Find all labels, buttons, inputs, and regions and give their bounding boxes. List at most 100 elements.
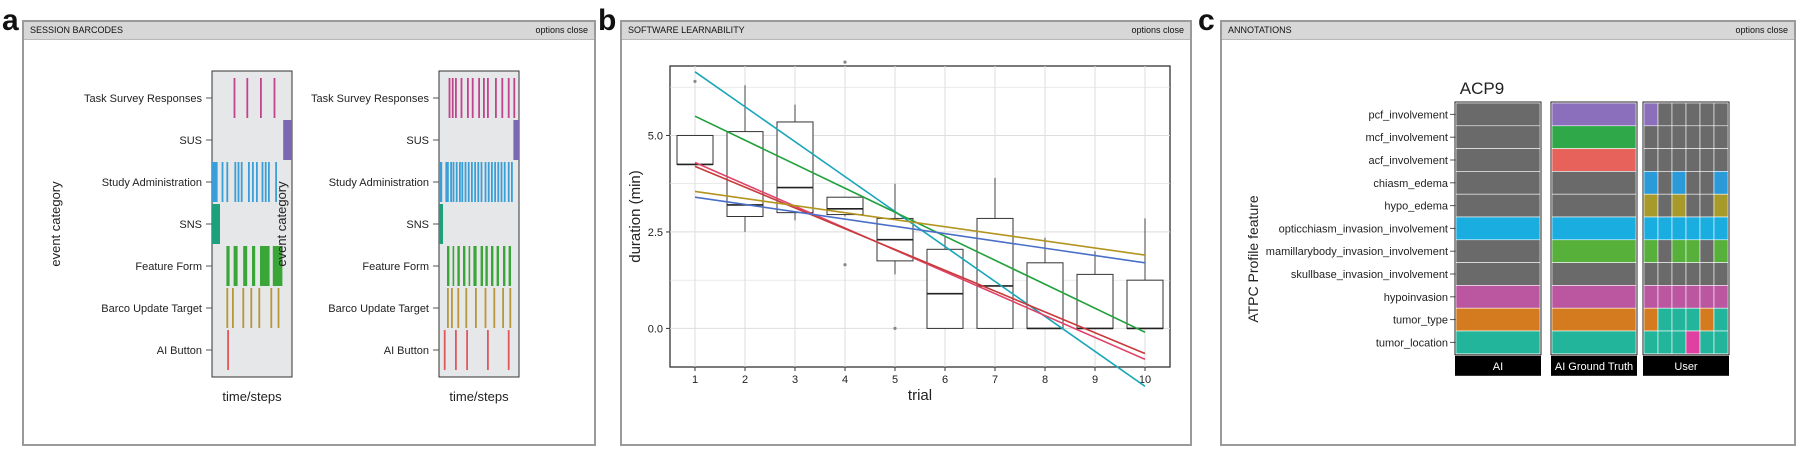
series-line-5 bbox=[694, 196, 1146, 264]
row-label: mcf_involvement bbox=[1365, 132, 1448, 144]
heatmap-cell bbox=[1699, 285, 1715, 309]
heatmap-column-2: User bbox=[1642, 101, 1730, 376]
heatmap-cell bbox=[1657, 330, 1673, 355]
column-frame bbox=[1642, 101, 1730, 356]
annotations-heatmap: ACP9 ATPC Profile feature pcf_involvementm… bbox=[1245, 79, 1730, 376]
heatmap-cell bbox=[1699, 193, 1715, 218]
event-mark bbox=[483, 78, 485, 118]
heatmap-cell bbox=[1685, 330, 1701, 355]
heatmap-cell bbox=[1671, 148, 1687, 172]
event-mark bbox=[451, 78, 454, 118]
event-mark bbox=[500, 162, 503, 202]
event-mark bbox=[485, 246, 488, 286]
heatmap-cell bbox=[1657, 125, 1673, 149]
event-mark bbox=[457, 246, 460, 286]
event-mark bbox=[221, 162, 224, 202]
event-mark bbox=[233, 78, 236, 118]
panel-options-close[interactable]: options close bbox=[535, 25, 588, 35]
heatmap-cell bbox=[1713, 148, 1729, 172]
event-mark bbox=[234, 162, 237, 202]
heatmap-cell bbox=[1671, 330, 1687, 355]
event-mark bbox=[455, 330, 457, 370]
heatmap-cell bbox=[1455, 239, 1541, 263]
heatmap-cell bbox=[1551, 171, 1637, 195]
event-mark bbox=[233, 246, 238, 286]
category-label: Feature Form bbox=[362, 261, 429, 273]
session-barcodes-panel: SESSION BARCODES options close event cat… bbox=[22, 20, 596, 446]
heatmap-cell bbox=[1685, 285, 1701, 309]
x-axis-label: trial bbox=[908, 387, 932, 404]
panel-title: SESSION BARCODES bbox=[30, 25, 124, 35]
event-mark bbox=[256, 162, 258, 202]
heatmap-cell bbox=[1713, 307, 1729, 332]
event-mark bbox=[273, 78, 276, 118]
heatmap-cell bbox=[1643, 307, 1659, 332]
heatmap-cell bbox=[1643, 285, 1659, 309]
event-mark bbox=[252, 246, 256, 286]
event-mark bbox=[475, 288, 477, 328]
heatmap-cell bbox=[1671, 125, 1687, 149]
session-barcode-2: event category time/steps Task Survey Resp… bbox=[274, 70, 520, 404]
heatmap-cell bbox=[1713, 285, 1729, 309]
event-mark bbox=[495, 78, 497, 118]
heatmap-cell bbox=[1657, 285, 1673, 309]
panel-header: SOFTWARE LEARNABILITY options close bbox=[622, 22, 1190, 40]
event-mark bbox=[487, 78, 489, 118]
event-mark bbox=[477, 162, 480, 202]
panel-header: ANNOTATIONS options close bbox=[1222, 22, 1794, 40]
panel-title: ANNOTATIONS bbox=[1228, 25, 1292, 35]
heatmap-cell bbox=[1643, 125, 1659, 149]
series-line-3 bbox=[694, 161, 1146, 361]
series-line-1 bbox=[694, 71, 1146, 387]
event-mark bbox=[212, 204, 220, 244]
series-line-2 bbox=[694, 115, 1146, 333]
row-label: hypo_edema bbox=[1384, 201, 1448, 213]
event-mark bbox=[447, 288, 449, 328]
heatmap-cell bbox=[1643, 239, 1659, 263]
heatmap-cell bbox=[1657, 171, 1673, 195]
category-label: Feature Form bbox=[135, 261, 202, 273]
column-label-bg bbox=[1455, 355, 1541, 376]
panel-letter-c: c bbox=[1198, 4, 1215, 37]
event-mark bbox=[501, 78, 504, 118]
category-label: AI Button bbox=[384, 345, 429, 357]
event-mark bbox=[494, 162, 496, 202]
event-mark bbox=[258, 288, 261, 328]
heatmap-cell bbox=[1657, 193, 1673, 218]
event-mark bbox=[473, 246, 477, 286]
event-mark bbox=[503, 246, 506, 286]
event-mark bbox=[272, 246, 283, 286]
row-label: chiasm_edema bbox=[1373, 178, 1448, 190]
heatmap-cell bbox=[1657, 102, 1673, 127]
event-mark bbox=[467, 78, 469, 118]
x-tick-label: 10 bbox=[1139, 374, 1151, 386]
column-label: User bbox=[1674, 361, 1698, 373]
heatmap-cell bbox=[1657, 307, 1673, 332]
heatmap-cell bbox=[1713, 330, 1729, 355]
heatmap-cell bbox=[1685, 239, 1701, 263]
heatmap-cell bbox=[1551, 307, 1637, 332]
event-mark bbox=[450, 162, 452, 202]
x-tick-label: 5 bbox=[892, 374, 898, 386]
panel-options-close[interactable]: options close bbox=[1735, 25, 1788, 35]
heatmap-cell bbox=[1455, 125, 1541, 149]
row-label: tumor_location bbox=[1376, 337, 1448, 349]
outlier-point bbox=[693, 79, 697, 84]
box-trial-6 bbox=[926, 235, 964, 329]
event-mark bbox=[503, 162, 506, 202]
box-trial-3 bbox=[776, 104, 814, 221]
heatmap-cell bbox=[1455, 102, 1541, 127]
panel-options-close[interactable]: options close bbox=[1131, 25, 1184, 35]
y-tick-label: 5.0 bbox=[648, 130, 663, 142]
heatmap-cell bbox=[1455, 216, 1541, 241]
heatmap-cell bbox=[1455, 148, 1541, 172]
category-label: Study Administration bbox=[329, 177, 429, 189]
event-mark bbox=[471, 162, 473, 202]
event-mark bbox=[268, 162, 270, 202]
heatmap-cell bbox=[1643, 216, 1659, 241]
event-mark bbox=[246, 78, 249, 118]
x-tick-label: 3 bbox=[792, 374, 798, 386]
event-mark bbox=[447, 162, 449, 202]
heatmap-cell bbox=[1643, 171, 1659, 195]
event-mark bbox=[439, 204, 443, 244]
